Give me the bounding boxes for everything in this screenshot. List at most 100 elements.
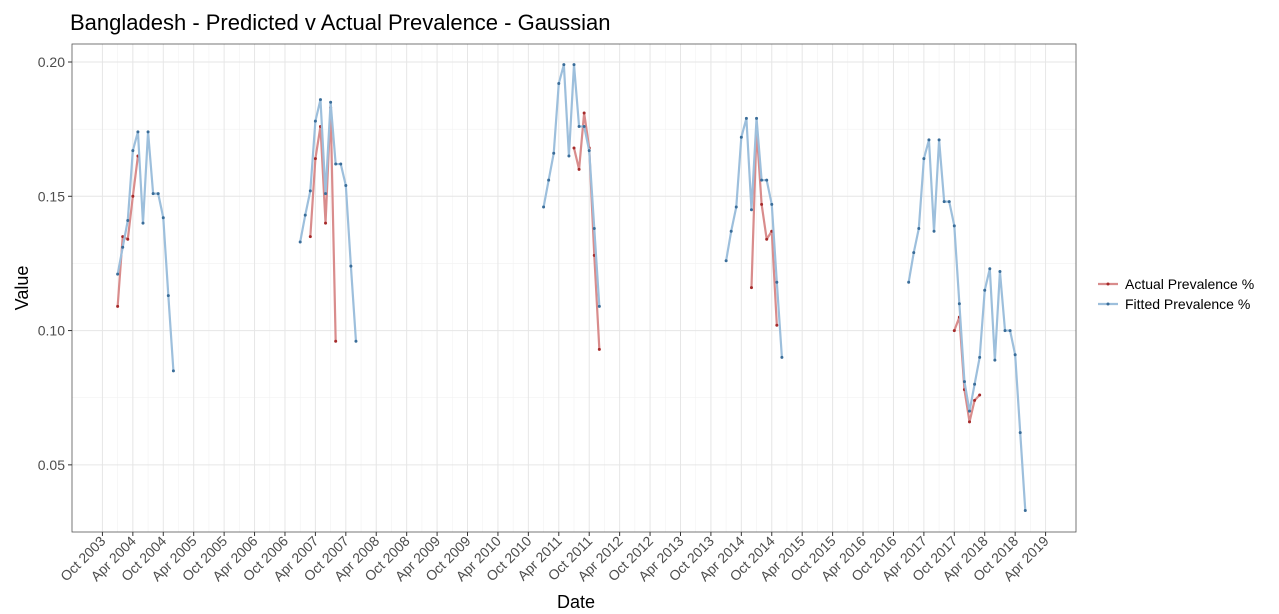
data-point [1023, 509, 1027, 513]
legend-label: Actual Prevalence % [1125, 276, 1254, 292]
data-point [932, 229, 936, 233]
data-point [298, 240, 302, 244]
data-point [572, 146, 576, 150]
data-point [978, 355, 982, 359]
data-point [146, 130, 150, 134]
data-point [577, 167, 581, 171]
data-point [1018, 431, 1022, 435]
data-point [724, 259, 728, 263]
data-point [582, 124, 586, 128]
data-point [1008, 329, 1012, 333]
data-point [973, 398, 977, 402]
data-point [303, 213, 307, 217]
data-point [577, 124, 581, 128]
data-point [324, 221, 328, 225]
data-point [116, 272, 120, 276]
data-point [749, 208, 753, 212]
data-point [744, 116, 748, 120]
data-point [780, 355, 784, 359]
data-point [582, 111, 586, 115]
data-point [760, 178, 764, 182]
y-tick-label: 0.05 [38, 457, 65, 473]
data-point [760, 202, 764, 206]
data-point [597, 304, 601, 308]
data-point [947, 200, 951, 204]
data-point [339, 162, 343, 166]
data-point [978, 393, 982, 397]
data-point [572, 63, 576, 67]
data-point [973, 382, 977, 386]
data-point [131, 149, 135, 153]
data-point [734, 205, 738, 209]
data-point [542, 205, 546, 209]
data-point [957, 302, 961, 306]
data-point [912, 251, 916, 255]
data-point [962, 380, 966, 384]
data-point [121, 235, 125, 239]
data-point [937, 138, 941, 142]
data-point [993, 358, 997, 362]
data-point [324, 192, 328, 196]
x-axis-title: Date [557, 592, 595, 612]
series-line [116, 63, 1027, 511]
data-point [116, 304, 120, 308]
data-point [968, 420, 972, 424]
data-point [308, 235, 312, 239]
data-point [1003, 329, 1007, 333]
data-point [917, 227, 921, 231]
data-point [313, 119, 317, 123]
legend-marker [1106, 282, 1110, 286]
data-point [729, 229, 733, 233]
data-point [907, 280, 911, 284]
data-point [927, 138, 931, 142]
data-point [775, 323, 779, 327]
data-point [126, 237, 130, 241]
data-point [141, 221, 145, 225]
data-point [988, 267, 992, 271]
data-point [171, 369, 175, 373]
data-point [552, 151, 556, 155]
data-point [313, 157, 317, 161]
data-point [166, 294, 170, 298]
plot-border [71, 43, 1077, 533]
data-point [329, 100, 333, 104]
data-point [597, 347, 601, 351]
data-point [349, 264, 353, 268]
data-point [968, 409, 972, 413]
data-point [755, 116, 759, 120]
y-tick-label: 0.15 [38, 188, 65, 204]
data-point [942, 200, 946, 204]
data-point [334, 339, 338, 343]
data-point [998, 269, 1002, 273]
data-point [161, 216, 165, 220]
data-point [131, 194, 135, 198]
data-point [557, 81, 561, 85]
data-point [308, 189, 312, 193]
data-point [592, 227, 596, 231]
data-point [562, 63, 566, 67]
y-tick-label: 0.20 [38, 54, 65, 70]
data-point [318, 98, 322, 102]
y-tick-label: 0.10 [38, 323, 65, 339]
y-axis-title: Value [12, 266, 32, 311]
data-point [547, 178, 551, 182]
data-point [567, 154, 571, 158]
legend-marker [1106, 302, 1110, 306]
data-point [121, 245, 125, 249]
data-point [739, 135, 743, 139]
data-point [156, 192, 160, 196]
data-point [1013, 353, 1017, 357]
data-point [136, 130, 140, 134]
data-point [334, 162, 338, 166]
data-point [749, 286, 753, 290]
data-point [922, 157, 926, 161]
data-point [952, 329, 956, 333]
data-point [354, 339, 358, 343]
data-point [765, 178, 769, 182]
data-point [587, 149, 591, 153]
data-point [151, 192, 155, 196]
data-point [344, 184, 348, 188]
chart-title: Bangladesh - Predicted v Actual Prevalen… [70, 10, 611, 35]
